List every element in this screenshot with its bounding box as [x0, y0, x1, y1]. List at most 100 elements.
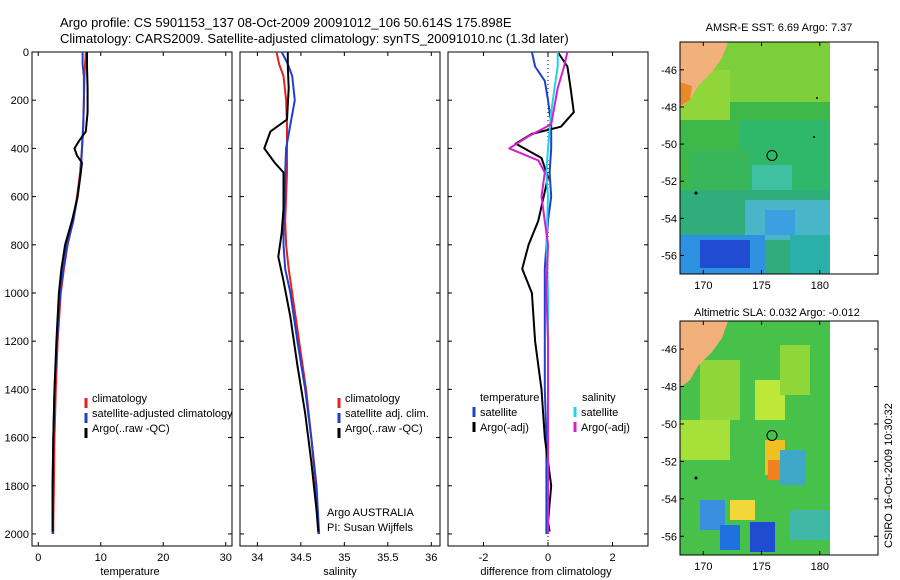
sst-mid-patch-2	[690, 150, 750, 190]
sst-cold-patch-2	[790, 235, 830, 274]
map-x-tick-label: 175	[752, 280, 770, 292]
series-line-temperature-argo-adj	[514, 51, 575, 532]
y-tick-label: 1200	[5, 336, 29, 348]
sst-map: AMSR-E SST: 6.69 Argo: 7.37 170 175 180 -46…	[661, 22, 879, 292]
map-x-tick-label: 170	[694, 280, 712, 292]
temperature-series-lines	[51, 51, 89, 534]
y-tick-label: 2000	[5, 529, 29, 541]
sst-cold-patch	[765, 210, 795, 235]
x-tick-label: 36	[425, 552, 437, 564]
sst-map-field	[680, 42, 878, 274]
float-program-label: Argo AUSTRALIA	[327, 507, 414, 519]
difference-profile-chart: -2 0 2 difference from climatology tempera…	[447, 51, 649, 578]
salinity-axes: 34 34.5 35 35.5 36	[240, 51, 440, 564]
y-tick-label: 800	[11, 240, 29, 252]
y-tick-label: 400	[11, 143, 29, 155]
island-dot	[694, 476, 698, 480]
sla-low-patch	[780, 450, 805, 485]
x-tick-label: 35.5	[377, 552, 398, 564]
sla-low-patch-3	[720, 525, 740, 550]
land-mass-new-zealand	[680, 321, 728, 388]
credit-timestamp: CSIRO 16-Oct-2009 10:30:32	[883, 403, 895, 548]
sla-map-axes: 170 175 180 -46 -48 -50 -52 -54 -56	[661, 321, 878, 573]
sst-no-data-area	[830, 42, 878, 274]
difference-legend: temperature satellite Argo(-adj) salinit…	[472, 392, 630, 434]
legend-label-argo: Argo(..raw -QC)	[92, 423, 170, 435]
temperature-profile-chart: 0 10 20 30 0 200 400 600 800 1000 1200 1400 1600 1800…	[5, 47, 234, 578]
sla-high-patch-3	[680, 420, 730, 460]
y-tick-label: 1800	[5, 481, 29, 493]
sst-map-frame	[679, 41, 879, 275]
x-tick-label: 10	[95, 552, 107, 564]
y-tick-label: 200	[11, 95, 29, 107]
legend-label-temp-satellite: satellite	[480, 407, 517, 419]
difference-x-axis-label: difference from climatology	[480, 566, 612, 578]
x-tick-label: -2	[479, 552, 489, 564]
island-dot	[816, 97, 818, 99]
sla-lowest-patch	[750, 522, 775, 552]
y-tick-label: 1600	[5, 433, 29, 445]
sla-map-title: Altimetric SLA: 0.032 Argo: -0.012	[694, 307, 860, 319]
temperature-legend: climatology satellite-adjusted climatolo…	[84, 393, 233, 438]
float-pi-label: PI: Susan Wijffels	[327, 522, 413, 534]
float-position-marker	[766, 429, 778, 441]
sla-high-patch-5	[730, 500, 755, 520]
legend-label-climatology: climatology	[345, 393, 401, 405]
land-mass-new-zealand	[680, 42, 728, 108]
salinity-x-axis-label: salinity	[323, 566, 357, 578]
legend-label-sal-argo: Argo(-adj)	[581, 422, 630, 434]
legend-label-climatology: climatology	[92, 393, 148, 405]
x-tick-label: 0	[545, 552, 551, 564]
sla-map-field	[680, 321, 878, 555]
difference-axes: -2 0 2	[448, 51, 648, 564]
legend-heading-salinity: salinity	[582, 392, 616, 404]
map-x-tick-label: 175	[752, 561, 770, 573]
series-line-argo-raw-qc	[263, 52, 320, 532]
salinity-profile-chart: 34 34.5 35 35.5 36 salinity climatology sate…	[239, 51, 441, 578]
x-tick-label: 34	[251, 552, 263, 564]
salinity-series-lines	[263, 51, 321, 535]
sla-no-data-area	[830, 321, 878, 555]
sla-high-patch-4	[780, 345, 810, 395]
series-line-argo-raw-qc	[51, 52, 89, 532]
difference-series-lines	[508, 51, 575, 534]
y-tick-label: 0	[23, 47, 29, 59]
sst-coldest-patch	[700, 240, 750, 268]
y-tick-label: 1000	[5, 288, 29, 300]
legend-label-temp-argo: Argo(-adj)	[480, 422, 529, 434]
sst-map-axes: 170 175 180 -46 -48 -50 -52 -54 -56	[661, 42, 878, 292]
map-x-tick-label: 180	[811, 561, 829, 573]
x-tick-label: 30	[220, 552, 232, 564]
x-tick-label: 35	[338, 552, 350, 564]
x-tick-label: 0	[35, 552, 41, 564]
y-tick-label: 600	[11, 192, 29, 204]
map-y-tick-label: -46	[661, 65, 677, 77]
x-tick-label: 2	[609, 552, 615, 564]
x-tick-label: 34.5	[290, 552, 311, 564]
map-y-tick-label: -56	[661, 250, 677, 262]
sla-map: Altimetric SLA: 0.032 Argo: -0.012 170 17…	[661, 307, 879, 573]
series-line-salinity-argo-adj	[508, 51, 569, 534]
map-y-tick-label: -54	[661, 213, 677, 225]
map-y-tick-label: -46	[661, 344, 677, 356]
legend-heading-temperature: temperature	[480, 392, 539, 404]
map-x-tick-label: 180	[811, 280, 829, 292]
legend-label-satellite-adjusted: satellite-adjusted climatology	[92, 408, 233, 420]
map-y-tick-label: -52	[661, 456, 677, 468]
map-y-tick-label: -48	[661, 382, 677, 394]
island-dot	[694, 191, 698, 195]
map-y-tick-label: -50	[661, 419, 677, 431]
sla-highest-patch	[768, 460, 780, 480]
header-line-1: Argo profile: CS 5901153_137 08-Oct-2009…	[60, 15, 512, 30]
map-y-tick-label: -50	[661, 139, 677, 151]
salinity-legend: climatology satellite adj. clim. Argo(..…	[337, 393, 429, 438]
sla-high-patch	[700, 360, 740, 420]
y-tick-label: 1400	[5, 384, 29, 396]
sst-warmest-patch	[680, 82, 692, 106]
map-y-tick-label: -48	[661, 102, 677, 114]
temperature-plot-frame	[31, 51, 233, 547]
map-y-tick-label: -52	[661, 176, 677, 188]
map-x-tick-label: 170	[694, 561, 712, 573]
map-y-tick-label: -56	[661, 531, 677, 543]
